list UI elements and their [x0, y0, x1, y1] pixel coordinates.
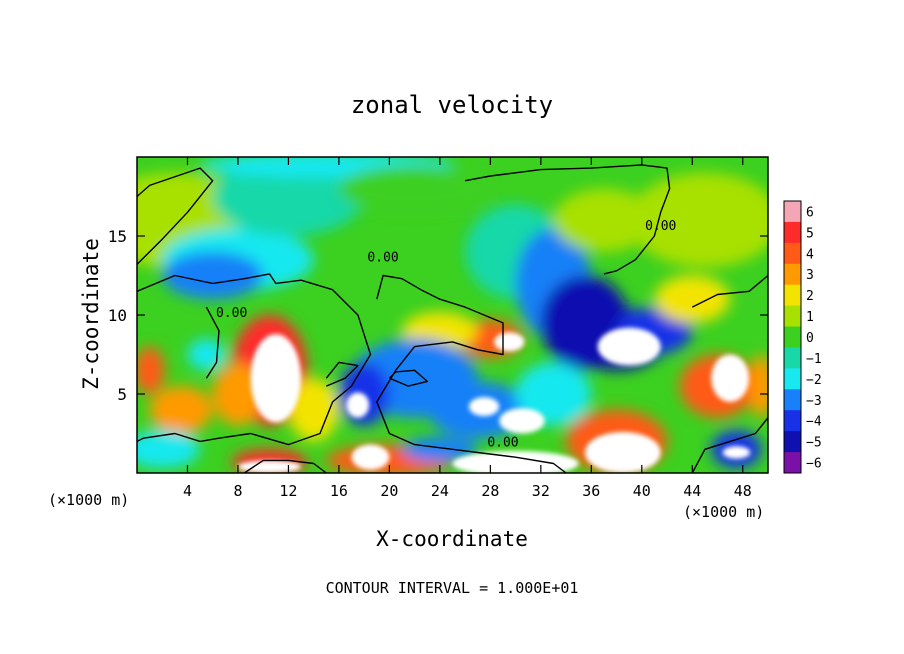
x-unit-label-left: (×1000 m)	[48, 491, 129, 509]
x-unit-label-right: (×1000 m)	[683, 503, 764, 521]
colorbar-label: −3	[806, 394, 822, 409]
extreme-region	[250, 333, 302, 423]
extreme-region	[452, 450, 579, 473]
colorbar-label: 2	[806, 289, 814, 304]
colorbar-swatch	[784, 284, 801, 307]
x-tick-label: 44	[683, 482, 701, 500]
contour-label: 0.00	[216, 306, 247, 321]
extreme-region	[351, 444, 390, 470]
extreme-region	[722, 446, 751, 459]
colorbar-label: 1	[806, 310, 814, 325]
colorbar-label: 0	[806, 331, 814, 346]
velocity-blob	[749, 354, 768, 418]
extreme-region	[499, 408, 545, 434]
zero-contours	[137, 164, 768, 473]
colorbar-label: 6	[806, 205, 814, 220]
x-tick-label: 48	[734, 482, 752, 500]
velocity-blob	[629, 172, 768, 268]
velocity-blob	[187, 338, 226, 371]
y-axis-ticks: 5 10 15	[108, 227, 768, 404]
contour-label: 0.00	[367, 251, 398, 266]
x-tick-label: 16	[330, 482, 348, 500]
y-tick-label: 5	[117, 385, 127, 404]
extreme-region	[494, 332, 525, 352]
colorbar-swatch	[784, 389, 801, 411]
velocity-blob	[553, 188, 655, 252]
velocity-blob	[515, 362, 592, 426]
colorbar-label: −1	[806, 352, 822, 367]
contour-line	[205, 306, 220, 379]
colorbar-swatch	[784, 201, 801, 223]
extreme-region	[711, 354, 750, 402]
colorbar-swatch	[784, 221, 801, 244]
extreme-region	[346, 392, 370, 418]
velocity-blob	[149, 386, 213, 434]
velocity-blob	[338, 164, 491, 213]
y-tick-label: 15	[108, 227, 127, 246]
velocity-blob	[137, 430, 201, 469]
x-tick-label: 24	[431, 482, 449, 500]
contour-line	[376, 274, 567, 473]
contour-line	[464, 164, 671, 275]
colorbar-label: −5	[806, 436, 822, 451]
colorbar-swatch	[784, 452, 801, 474]
extreme-region	[585, 431, 661, 473]
colorbar-label: 3	[806, 268, 814, 283]
x-tick-label: 40	[633, 482, 651, 500]
velocity-blob	[288, 378, 339, 442]
colorbar-swatch	[784, 368, 801, 390]
y-axis-label: Z-coordinate	[79, 238, 103, 390]
x-tick-label: 28	[481, 482, 499, 500]
extreme-region	[597, 327, 661, 366]
velocity-extremes	[237, 327, 751, 473]
colorbar-label: −2	[806, 373, 822, 388]
contour-labels: 0.00 0.00 0.00 0.00	[216, 219, 676, 451]
contour-line	[325, 361, 359, 387]
colorbar-frame	[783, 200, 802, 474]
colorbar-swatch	[784, 431, 801, 453]
contour-line	[388, 369, 428, 387]
contour-line	[243, 459, 327, 473]
y-tick-label: 10	[108, 306, 127, 325]
x-axis-ticks: 4 8 12 16 20 24 28 32 36 40 44 48	[183, 157, 752, 500]
x-axis-label: X-coordinate	[376, 527, 528, 551]
colorbar-swatch	[784, 242, 801, 265]
colorbar-labels: 6 5 4 3 2 1 0 −1 −2 −3 −4 −5 −6	[806, 205, 822, 471]
colorbar-swatch	[784, 326, 801, 348]
colorbar	[783, 200, 802, 474]
plot-area	[137, 157, 768, 473]
x-tick-label: 36	[582, 482, 600, 500]
colorbar-label: 4	[806, 247, 814, 262]
contour-line	[691, 417, 768, 473]
colorbar-label: 5	[806, 226, 814, 241]
contour-line	[137, 167, 214, 265]
velocity-blob	[137, 346, 165, 394]
velocity-blob	[654, 275, 731, 323]
x-tick-label: 32	[532, 482, 550, 500]
colorbar-swatch	[784, 263, 801, 286]
colorbar-label: −4	[806, 415, 822, 430]
contour-interval-footer: CONTOUR INTERVAL = 1.000E+01	[326, 579, 579, 597]
colorbar-swatch	[784, 305, 801, 328]
contour-line	[137, 273, 372, 446]
x-tick-label: 8	[233, 482, 242, 500]
contour-label: 0.00	[487, 436, 518, 451]
contour-line	[691, 274, 768, 308]
velocity-blob	[402, 436, 478, 462]
x-tick-label: 12	[279, 482, 297, 500]
colorbar-swatch	[784, 410, 801, 432]
chart-title: zonal velocity	[351, 91, 553, 119]
x-tick-label: 4	[183, 482, 192, 500]
extreme-region	[237, 460, 302, 473]
colorbar-swatch	[784, 347, 801, 369]
velocity-blob	[162, 251, 264, 300]
colorbar-label: −6	[806, 457, 822, 472]
extreme-region	[468, 397, 500, 417]
x-tick-label: 20	[380, 482, 398, 500]
contour-label: 0.00	[645, 219, 676, 234]
